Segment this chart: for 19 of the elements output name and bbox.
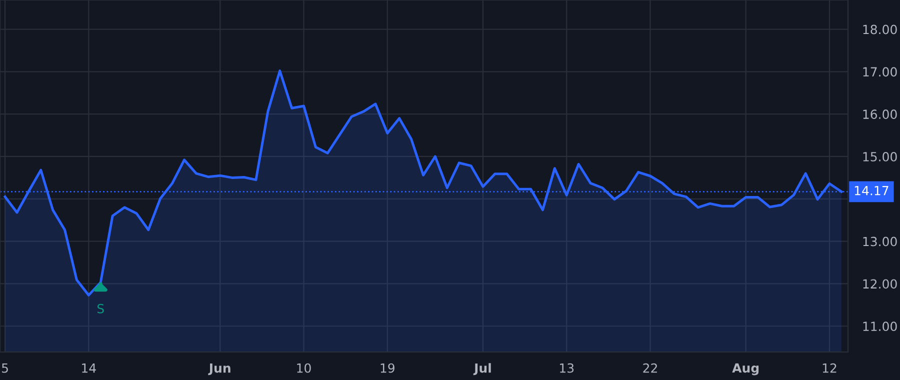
- x-tick-label: Jul: [473, 363, 491, 376]
- y-tick-label: 11.00: [863, 322, 897, 332]
- x-tick-label: 10: [297, 363, 311, 373]
- ref-line-label: 14.17: [854, 186, 888, 196]
- x-tick-label: 13: [560, 363, 574, 373]
- x-tick-label: 12: [822, 363, 836, 373]
- x-tick-label: Aug: [732, 363, 759, 376]
- annotation: S: [97, 304, 104, 314]
- y-tick-label: 13.00: [863, 236, 897, 246]
- x-tick-label: 22: [643, 363, 657, 373]
- x-tick-label: 14: [82, 363, 96, 373]
- x-tick-label: 19: [380, 363, 394, 373]
- x-tick-label: Jun: [208, 363, 230, 376]
- y-tick-label: 15.00: [863, 152, 897, 162]
- x-tick-label: 5: [2, 363, 8, 373]
- y-tick-label: 16.00: [863, 110, 897, 120]
- y-tick-label: 18.00: [863, 24, 897, 34]
- y-tick-label: 17.00: [863, 67, 897, 77]
- y-tick-label: 12.00: [863, 279, 897, 289]
